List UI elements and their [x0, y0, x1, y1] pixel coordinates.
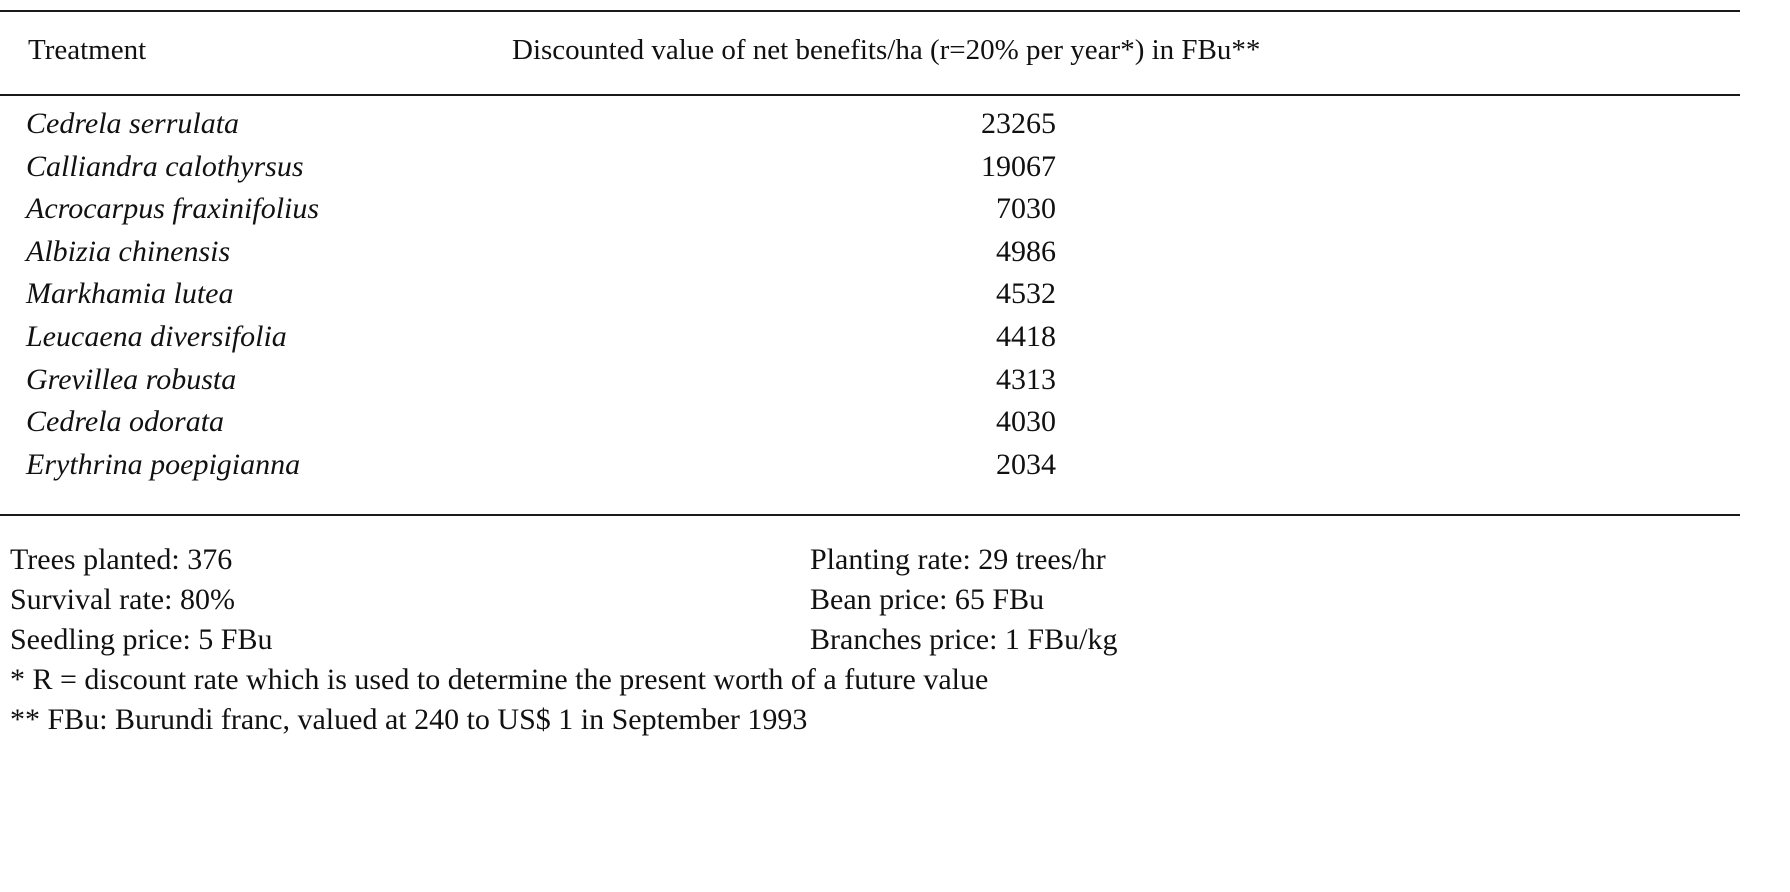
table-row: Erythrina poepigianna 2034 [0, 445, 1740, 488]
branches-price-text: Branches price: 1 FBu/kg [810, 623, 1118, 656]
net-benefit-value: 7030 [996, 192, 1056, 226]
species-name: Cedrela odorata [26, 405, 225, 439]
column-header-discounted-value: Discounted value of net benefits/ha (r=2… [512, 34, 1261, 66]
species-name: Leucaena diversifolia [26, 319, 287, 353]
table-row: Cedrela odorata 4030 [0, 402, 1740, 445]
footnote-discount-rate: * R = discount rate which is used to det… [10, 663, 989, 696]
seedling-price-text: Seedling price: 5 FBu [10, 623, 273, 656]
table-row: Acrocarpus fraxinifolius 7030 [0, 189, 1740, 232]
assumptions-left-column: Trees planted: 376 Survival rate: 80% Se… [10, 540, 272, 660]
table-row: Markhamia lutea 4532 [0, 274, 1740, 317]
net-benefit-value: 4986 [996, 234, 1056, 268]
table-row: Cedrela serrulata 23265 [0, 104, 1740, 147]
survival-rate-text: Survival rate: 80% [10, 583, 235, 616]
species-name: Acrocarpus fraxinifolius [26, 192, 320, 226]
footnotes: * R = discount rate which is used to det… [10, 660, 988, 740]
table-row: Leucaena diversifolia 4418 [0, 317, 1740, 360]
species-name: Erythrina poepigianna [26, 447, 301, 481]
species-name: Grevillea robusta [26, 362, 237, 396]
net-benefit-value: 4030 [996, 405, 1056, 439]
table-row: Grevillea robusta 4313 [0, 360, 1740, 403]
table-bottom-rule [0, 514, 1740, 516]
net-benefit-value: 4418 [996, 319, 1056, 353]
species-name: Albizia chinensis [26, 234, 231, 268]
table-top-rule [0, 10, 1740, 12]
footnote-currency: ** FBu: Burundi franc, valued at 240 to … [10, 703, 808, 736]
net-benefit-value: 4313 [996, 362, 1056, 396]
net-benefit-value: 4532 [996, 277, 1056, 311]
net-benefit-value: 19067 [981, 149, 1056, 183]
species-name: Cedrela serrulata [26, 107, 240, 140]
table-header-rule [0, 94, 1740, 96]
assumptions-right-column: Planting rate: 29 trees/hr Bean price: 6… [810, 540, 1117, 660]
table-row: Calliandra calothyrsus 19067 [0, 147, 1740, 190]
species-name: Markhamia lutea [26, 277, 234, 311]
planting-rate-text: Planting rate: 29 trees/hr [810, 543, 1106, 576]
column-header-treatment: Treatment [28, 34, 147, 66]
table-body: Cedrela serrulata 23265 Calliandra calot… [0, 104, 1740, 487]
net-benefit-value: 23265 [981, 107, 1056, 140]
bean-price-text: Bean price: 65 FBu [810, 583, 1045, 616]
table-row: Albizia chinensis 4986 [0, 232, 1740, 275]
species-name: Calliandra calothyrsus [26, 149, 304, 183]
trees-planted-text: Trees planted: 376 [10, 543, 233, 576]
net-benefit-value: 2034 [996, 447, 1056, 481]
